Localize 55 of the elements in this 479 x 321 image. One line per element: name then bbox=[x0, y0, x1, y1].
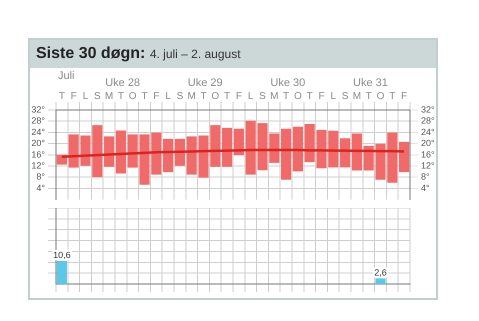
x-tick-label: T bbox=[200, 90, 207, 102]
text: Uke 30 bbox=[270, 77, 306, 89]
x-tick-label: O bbox=[294, 90, 302, 102]
y-tick-label: 12° bbox=[31, 160, 46, 170]
x-tick-label: T bbox=[306, 90, 313, 102]
y2-tick-label: 24° bbox=[421, 126, 436, 137]
data-label: 2,6 bbox=[374, 267, 387, 278]
x-tick-label: O bbox=[376, 90, 385, 102]
y2-tick-label: 32° bbox=[421, 104, 436, 114]
x-tick-label: L bbox=[248, 90, 254, 102]
y2-tick-label: 4° bbox=[421, 182, 430, 193]
text: Juli bbox=[58, 70, 75, 82]
x-tick-label: O bbox=[128, 90, 137, 102]
x-tick-label: T bbox=[224, 90, 230, 102]
y-tick-label: 16° bbox=[31, 149, 46, 160]
x-tick-label: F bbox=[236, 90, 242, 102]
x-tick-label: T bbox=[118, 90, 124, 102]
x-tick-label: T bbox=[389, 90, 396, 102]
x-tick-label: T bbox=[366, 90, 372, 102]
x-tick-label: S bbox=[176, 90, 184, 102]
x-tick-label: F bbox=[318, 90, 325, 102]
x-tick-label: F bbox=[153, 90, 160, 102]
text: Uke 28 bbox=[105, 77, 140, 89]
x-tick-label: L bbox=[165, 90, 172, 102]
x-tick-label: M bbox=[188, 90, 196, 102]
chart-title: Siste 30 døgn: bbox=[36, 45, 146, 62]
y2-tick-label: 16° bbox=[421, 149, 436, 160]
x-tick-label: S bbox=[94, 90, 101, 102]
x-tick-label: L bbox=[82, 90, 89, 102]
x-tick-label: F bbox=[70, 90, 77, 102]
text: Uke 29 bbox=[188, 77, 223, 89]
y-tick-label: 24° bbox=[31, 126, 46, 137]
y-tick-label: 32° bbox=[31, 104, 46, 114]
y2-tick-label: 8° bbox=[421, 172, 430, 182]
y2-tick-label: 20° bbox=[421, 138, 436, 148]
chart-subtitle: 4. juli – 2. august bbox=[150, 47, 241, 61]
x-tick-label: T bbox=[58, 90, 65, 102]
x-tick-label: S bbox=[342, 90, 349, 102]
data-label: 10,6 bbox=[53, 250, 71, 260]
x-tick-label: T bbox=[141, 90, 148, 102]
x-tick-label: F bbox=[401, 90, 408, 102]
y-tick-label: 20° bbox=[31, 138, 46, 148]
y2-tick-label: 12° bbox=[421, 160, 436, 170]
x-tick-label: M bbox=[104, 90, 114, 102]
y-tick-label: 28° bbox=[31, 116, 46, 126]
x-tick-label: S bbox=[259, 90, 266, 102]
text: Uke 31 bbox=[353, 77, 388, 89]
x-tick-label: O bbox=[211, 90, 220, 102]
y2-tick-label: 28° bbox=[421, 116, 436, 126]
y-tick-label: 8° bbox=[36, 172, 46, 182]
y-tick-label: 4° bbox=[36, 182, 46, 193]
x-tick-label: M bbox=[352, 90, 362, 102]
x-tick-label: L bbox=[330, 90, 337, 102]
x-tick-label: T bbox=[283, 90, 290, 102]
x-tick-label: M bbox=[270, 90, 278, 102]
